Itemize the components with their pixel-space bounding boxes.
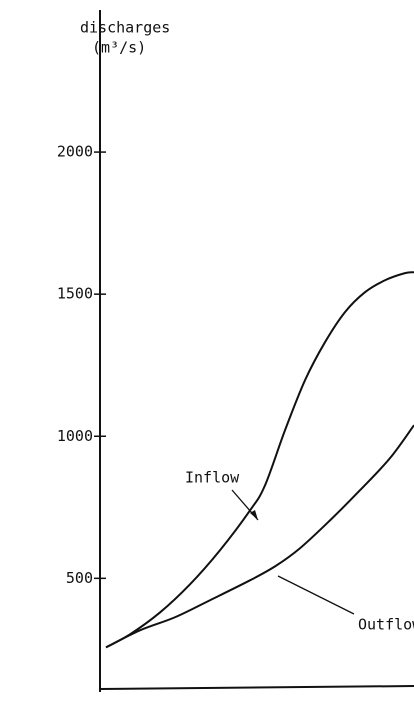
x-axis — [99, 685, 414, 690]
line-series — [105, 424, 414, 649]
annotation: Inflow — [185, 469, 240, 487]
y-tick-label: 2000 — [57, 143, 93, 161]
line-series — [105, 271, 414, 649]
annotation-pointer — [277, 575, 355, 615]
y-axis-label: discharges — [80, 19, 170, 37]
y-tick-label: 500 — [66, 569, 93, 587]
y-tick-label: 1500 — [57, 285, 93, 303]
arrow-head — [250, 510, 258, 520]
annotation: Outflow — [358, 616, 414, 634]
y-tick-label: 1000 — [57, 427, 93, 445]
y-axis-unit: (m³/s) — [92, 39, 146, 57]
